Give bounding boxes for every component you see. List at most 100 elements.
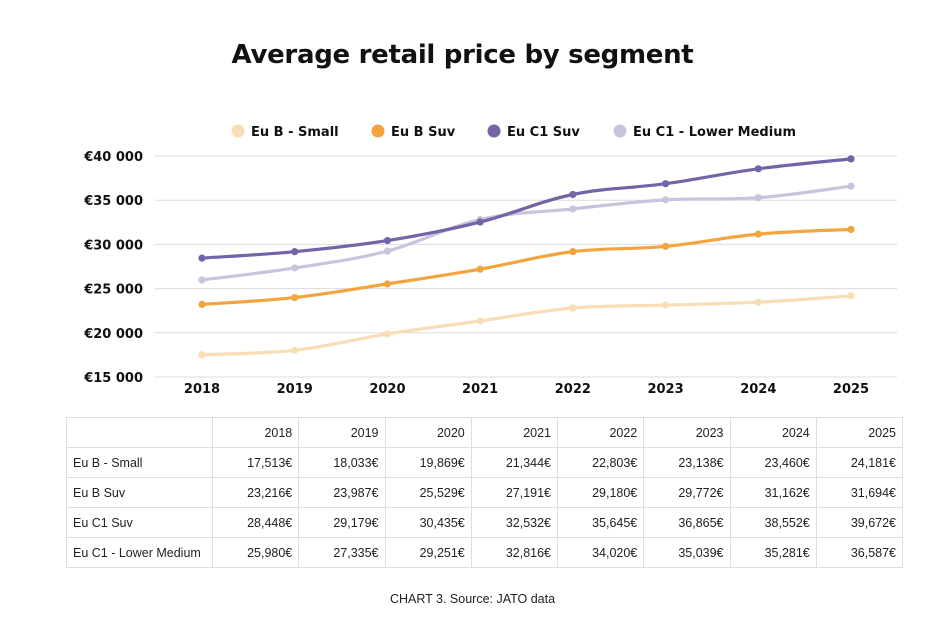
chart-title: Average retail price by segment: [231, 40, 694, 70]
legend-label-eu-b-suv: Eu B Suv: [391, 125, 456, 140]
data-point-eu-c1-lower-medium: [291, 264, 299, 272]
table-cell: 31,694€: [815, 477, 904, 508]
data-point-eu-b-suv: [569, 248, 577, 256]
data-point-eu-b-suv: [291, 293, 299, 302]
data-point-eu-c1-suv: [476, 218, 484, 226]
chart-caption: CHART 3. Source: JATO data: [389, 592, 556, 606]
x-tick-label: 2022: [555, 382, 591, 397]
series-line-eu-c1-suv: [200, 157, 853, 260]
y-tick-label: €15 000: [83, 371, 143, 386]
data-point-eu-c1-suv: [847, 155, 855, 163]
table-cell: 18,033€: [298, 447, 386, 478]
legend-marker-eu-c1-lower-medium: [613, 124, 627, 138]
y-tick-label: €20 000: [83, 327, 143, 342]
data-point-eu-c1-lower-medium: [383, 247, 392, 255]
x-tick-label: 2025: [833, 382, 869, 397]
table-header-cell: 2018: [211, 417, 300, 448]
line-chart: €15 000 €20 000 €25 000 €30 000 €35 000 €40 0…: [83, 124, 897, 397]
data-point-eu-b-suv: [847, 225, 855, 234]
table-cell: 27,191€: [470, 477, 559, 508]
table-row: Eu B Suv 23,216€ 23,987€ 25,529€ 27,191€…: [66, 477, 904, 508]
table-cell: 23,460€: [729, 447, 817, 478]
data-table: 2018 2019 2020 2021 2022 2023 2024 2025 …: [66, 417, 904, 568]
data-point-eu-b-suv: [476, 265, 484, 273]
data-point-eu-b-small: [569, 304, 577, 312]
data-point-eu-c1-suv: [291, 248, 299, 256]
table-cell: 39,672€: [815, 507, 904, 538]
table-cell: 27,335€: [298, 537, 386, 568]
y-tick-label: €25 000: [83, 283, 143, 298]
data-point-eu-b-small: [291, 346, 299, 354]
table-cell: 23,216€: [211, 477, 300, 508]
data-point-eu-b-small: [198, 351, 206, 359]
table-cell: 24,181€: [815, 447, 904, 478]
table-cell: 35,039€: [643, 537, 731, 568]
table-header-cell: 2023: [643, 417, 731, 448]
table-header-cell: 2020: [384, 417, 472, 448]
table-header-cell: 2024: [729, 417, 817, 448]
table-cell: 29,772€: [643, 477, 731, 508]
table-cell: 29,251€: [384, 537, 472, 568]
data-point-eu-c1-lower-medium: [847, 182, 855, 190]
x-tick-label: 2019: [277, 382, 313, 397]
series-line-eu-b-small: [200, 294, 853, 357]
table-row-label: Eu B Suv: [66, 477, 213, 508]
table-cell: 21,344€: [470, 447, 559, 478]
data-point-eu-c1-lower-medium: [661, 196, 670, 204]
legend-marker-eu-b-small: [231, 124, 245, 138]
table-row: Eu C1 - Lower Medium 25,980€ 27,335€ 29,…: [66, 537, 904, 568]
table-header-cell: 2021: [470, 417, 559, 448]
legend-marker-eu-b-suv: [371, 124, 385, 138]
legend-label-eu-c1-lower-medium: Eu C1 - Lower Medium: [633, 125, 796, 140]
data-point-eu-c1-lower-medium: [569, 205, 577, 213]
legend-label-eu-c1-suv: Eu C1 Suv: [507, 125, 580, 140]
data-point-eu-c1-suv: [569, 190, 577, 199]
table-cell: 36,865€: [643, 507, 731, 538]
table-row: Eu B - Small 17,513€ 18,033€ 19,869€ 21,…: [66, 447, 904, 478]
table-cell: 29,180€: [556, 477, 645, 508]
data-point-eu-b-suv: [383, 280, 392, 288]
data-point-eu-b-small: [754, 298, 762, 306]
table-cell: 28,448€: [211, 507, 300, 538]
table-cell: 25,529€: [384, 477, 472, 508]
data-point-eu-b-suv: [661, 242, 670, 251]
table-cell: 17,513€: [211, 447, 300, 478]
data-point-eu-c1-lower-medium: [754, 194, 762, 202]
data-point-eu-c1-suv: [198, 254, 206, 262]
table-cell: 25,980€: [211, 537, 300, 568]
data-point-eu-c1-suv: [754, 165, 762, 173]
y-tick-label: €40 000: [83, 150, 143, 165]
y-tick-label: €30 000: [83, 238, 143, 253]
legend-marker-eu-c1-suv: [487, 124, 501, 138]
table-header-cell: 2025: [815, 417, 904, 448]
table-cell: 34,020€: [556, 537, 645, 568]
y-tick-label: €35 000: [83, 194, 143, 209]
table-cell: 22,803€: [556, 447, 645, 478]
table-row-label: Eu B - Small: [66, 447, 213, 478]
x-tick-label: 2020: [369, 382, 405, 397]
table-cell: 23,987€: [298, 477, 386, 508]
table-cell: 35,281€: [729, 537, 817, 568]
data-point-eu-b-small: [476, 317, 484, 325]
table-row: Eu C1 Suv 28,448€ 29,179€ 30,435€ 32,532…: [66, 507, 904, 538]
table-cell: 19,869€: [384, 447, 472, 478]
table-cell: 31,162€: [729, 477, 817, 508]
table-cell: 36,587€: [815, 537, 904, 568]
table-cell: 35,645€: [556, 507, 645, 538]
data-point-eu-b-small: [383, 330, 392, 338]
table-header-cell: [66, 417, 213, 448]
table-cell: 32,816€: [470, 537, 559, 568]
table-header-row: 2018 2019 2020 2021 2022 2023 2024 2025: [66, 417, 904, 448]
table-row-label: Eu C1 - Lower Medium: [66, 537, 213, 568]
data-point-eu-b-small: [847, 292, 855, 300]
x-tick-label: 2021: [462, 382, 498, 397]
table-cell: 30,435€: [384, 507, 472, 538]
x-tick-label: 2018: [184, 382, 220, 397]
table-header-cell: 2022: [556, 417, 645, 448]
data-point-eu-c1-suv: [661, 180, 670, 188]
data-point-eu-c1-lower-medium: [198, 276, 206, 284]
table-header-cell: 2019: [298, 417, 386, 448]
legend-label-eu-b-small: Eu B - Small: [251, 125, 339, 140]
table-cell: 29,179€: [298, 507, 386, 538]
x-tick-label: 2023: [647, 382, 683, 397]
